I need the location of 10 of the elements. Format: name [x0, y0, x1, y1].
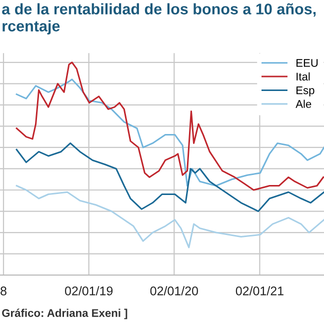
legend-label: Ale: [296, 100, 312, 108]
legend-label: EEU: [296, 59, 318, 67]
x-tick-label: 02/01/21: [236, 286, 284, 296]
text: Gráfico: Adriana Exeni ]: [2, 308, 128, 320]
chart-title: a de la rentabilidad de los bonos a 10 años, rcentaje: [2, 3, 316, 34]
x-tick-label: 8: [0, 286, 6, 296]
legend-label: Esp: [296, 86, 314, 96]
x-tick-label: 02/01/19: [64, 286, 113, 296]
legend-label: Ital: [296, 72, 310, 81]
x-tick-label: 02/01/20: [150, 286, 198, 296]
